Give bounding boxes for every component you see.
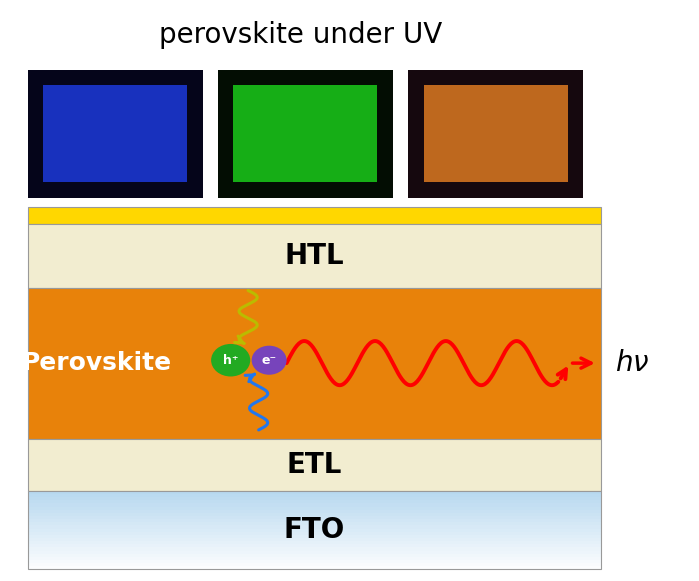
Bar <box>28 541 601 544</box>
Circle shape <box>211 344 250 376</box>
Bar <box>28 563 601 566</box>
Text: HTL: HTL <box>284 242 345 270</box>
Bar <box>28 535 601 538</box>
Bar <box>28 507 601 510</box>
Bar <box>28 494 601 497</box>
Bar <box>28 554 601 557</box>
Bar <box>28 538 601 541</box>
Bar <box>408 70 583 198</box>
Bar <box>28 529 601 532</box>
Text: e⁻: e⁻ <box>261 354 277 367</box>
Circle shape <box>252 346 287 375</box>
Bar <box>233 85 377 182</box>
Text: ETL: ETL <box>287 451 343 479</box>
Bar <box>28 491 601 569</box>
Text: perovskite under UV: perovskite under UV <box>159 21 442 49</box>
Bar <box>28 70 203 198</box>
Bar <box>28 513 601 516</box>
Bar <box>28 525 601 529</box>
Bar <box>28 544 601 547</box>
Text: Perovskite: Perovskite <box>22 351 172 375</box>
Bar <box>424 85 568 182</box>
Bar <box>28 566 601 569</box>
Text: FTO: FTO <box>284 516 345 544</box>
Bar <box>28 516 601 519</box>
Bar <box>28 510 601 513</box>
Bar <box>28 560 601 563</box>
Bar <box>28 551 601 554</box>
Text: h⁺: h⁺ <box>223 354 238 367</box>
Bar <box>28 491 601 494</box>
Bar <box>28 522 601 525</box>
Bar <box>28 519 601 522</box>
Bar <box>28 547 601 551</box>
Bar <box>28 504 601 507</box>
Bar <box>28 288 601 439</box>
Bar <box>28 557 601 560</box>
Bar <box>218 70 393 198</box>
Text: $h\nu$: $h\nu$ <box>615 349 649 377</box>
Bar <box>28 500 601 504</box>
Bar <box>28 439 601 491</box>
Bar <box>28 224 601 288</box>
Bar <box>28 207 601 224</box>
Bar <box>28 497 601 500</box>
Bar <box>28 532 601 535</box>
Bar <box>43 85 187 182</box>
